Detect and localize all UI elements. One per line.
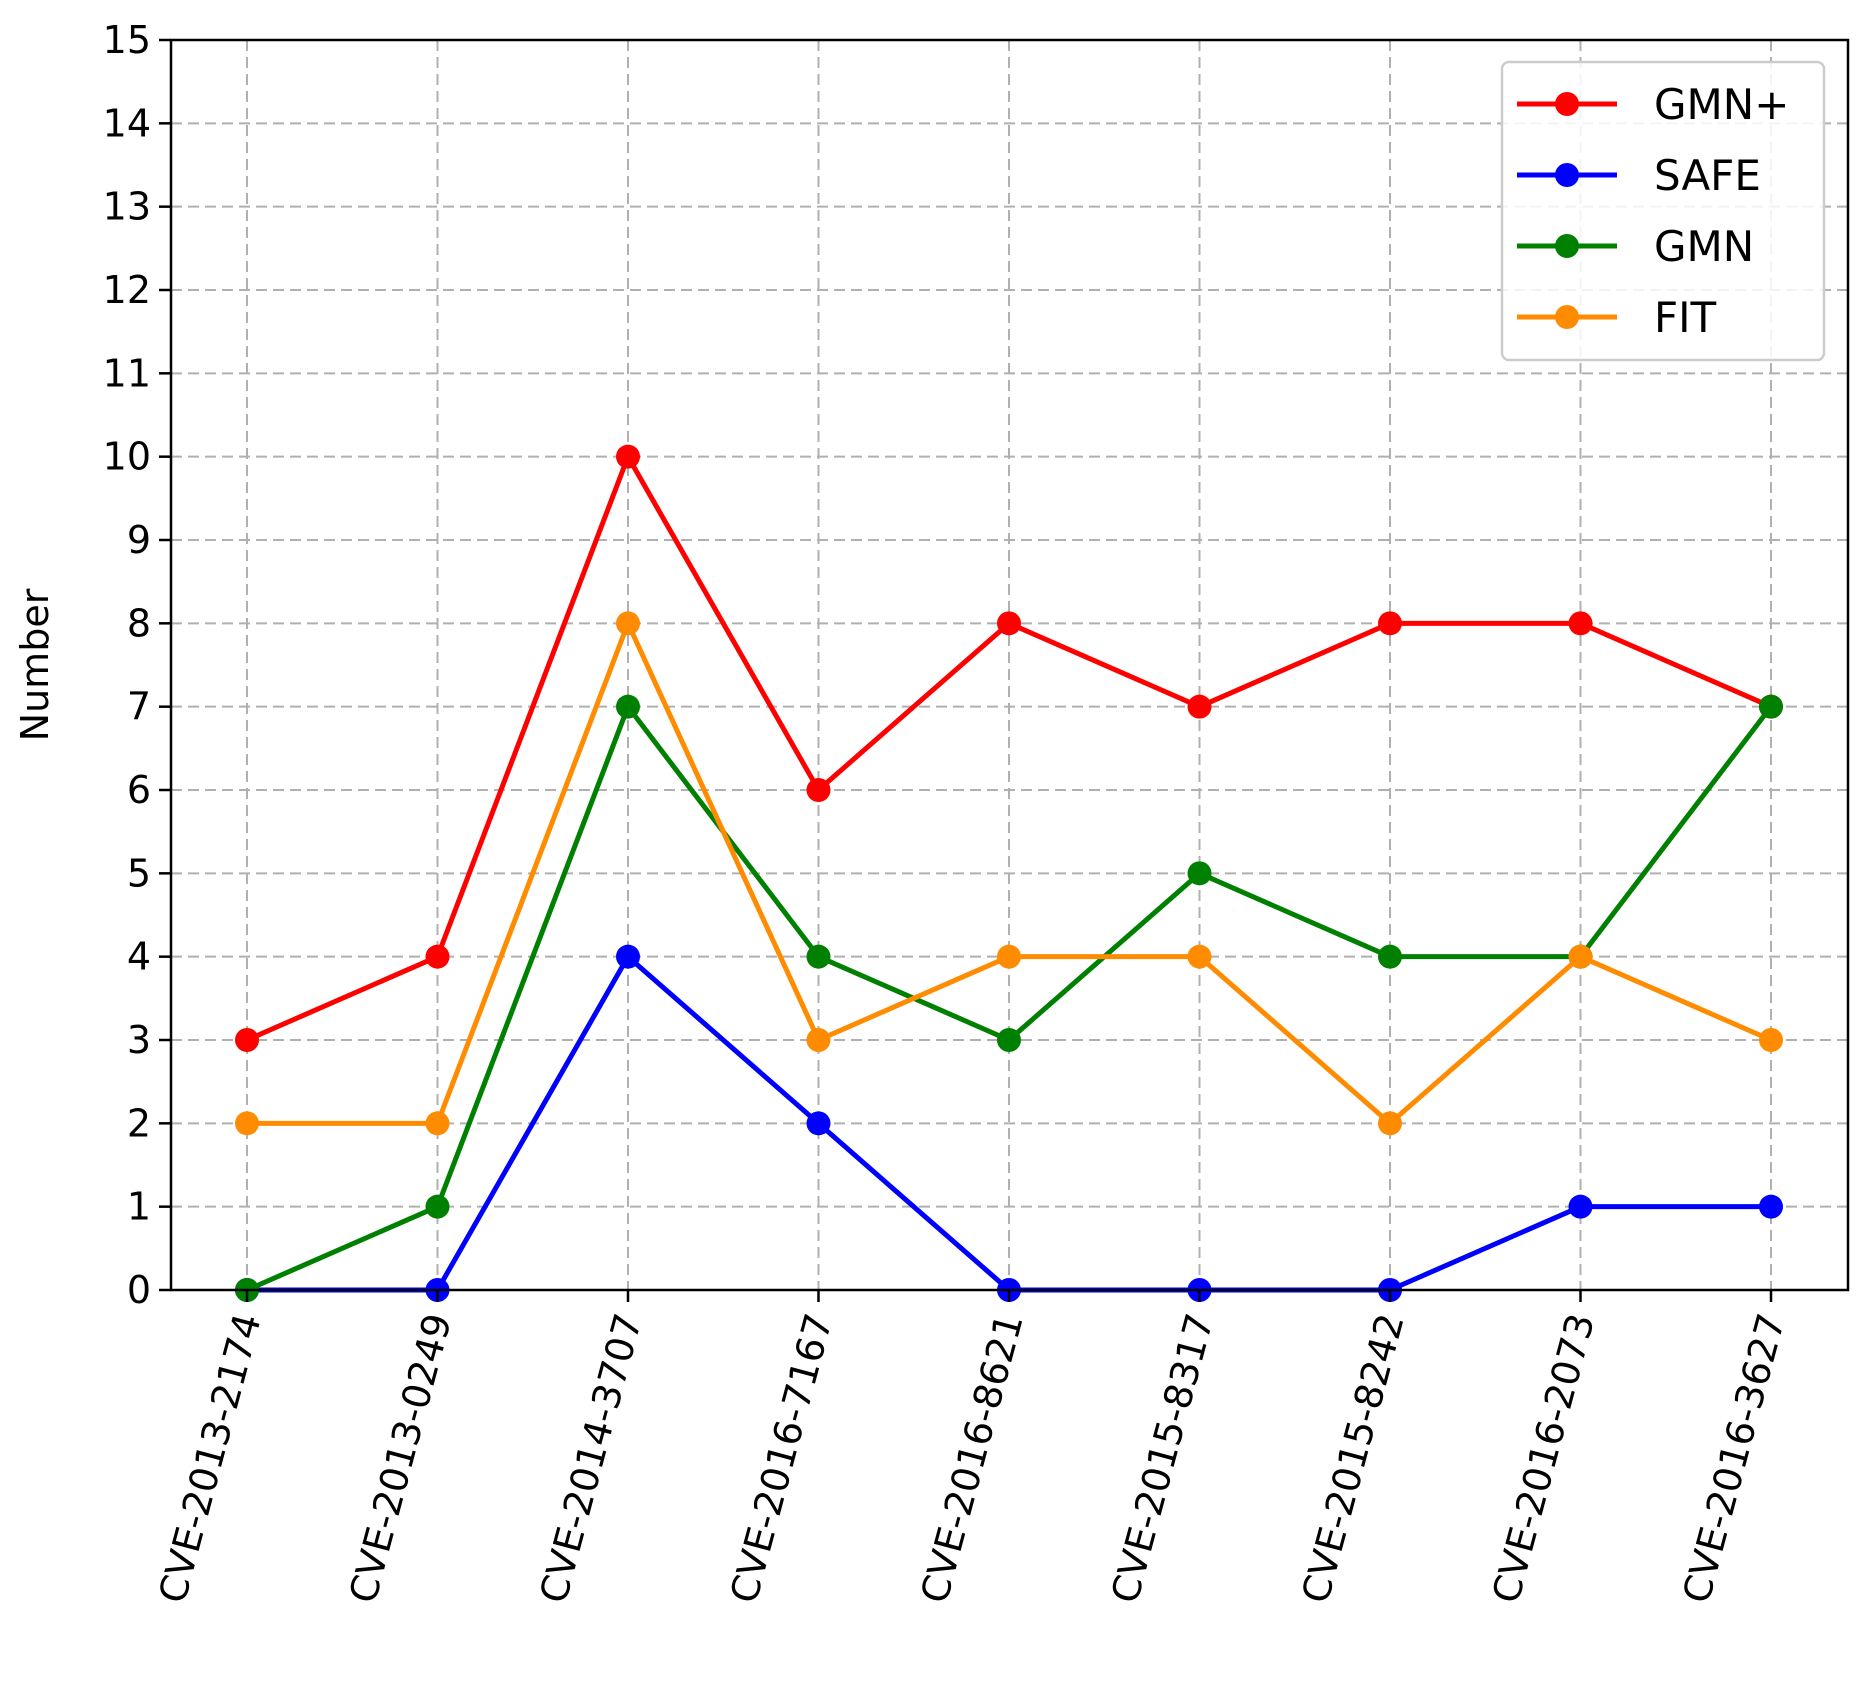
data-point-fit [1568,944,1593,969]
data-point-gmn-plus [1378,611,1402,636]
y-tick-label: 10 [103,435,151,479]
legend-label: GMN+ [1654,80,1789,129]
series-fit [235,611,1783,1136]
x-tick-label: CVE-2014-3707 [531,1309,650,1608]
legend-marker [1555,92,1579,116]
legend-item-safe: SAFE [1517,151,1761,200]
legend-marker [1555,305,1579,329]
y-tick-label: 2 [127,1101,151,1145]
x-tick-label: CVE-2016-8621 [912,1309,1031,1608]
y-tick-label: 12 [103,268,151,312]
legend-label: SAFE [1654,151,1761,200]
x-tick-label: CVE-2013-0249 [341,1309,460,1608]
legend-label: FIT [1654,293,1717,342]
data-point-gmn-plus [425,944,450,969]
data-point-fit [1759,1028,1783,1052]
data-point-safe [1568,1194,1593,1219]
data-point-safe [1759,1194,1783,1219]
y-tick-label: 8 [127,601,151,645]
data-point-gmn [997,1028,1021,1052]
series-layer [235,444,1783,1302]
y-axis-label: Number [13,588,57,741]
data-point-gmn-plus [1568,611,1593,636]
data-point-gmn [1759,694,1783,719]
data-point-gmn-plus [235,1028,259,1052]
y-tick-label: 6 [127,768,151,812]
legend-label: GMN [1654,222,1754,271]
y-tick-label: 5 [127,851,151,895]
y-tick-label: 4 [127,935,151,979]
data-point-fit [425,1111,450,1136]
x-tick-label: CVE-2016-3627 [1674,1309,1793,1608]
data-point-fit [997,944,1021,969]
data-point-gmn [425,1194,450,1219]
x-tick-label: CVE-2016-7167 [722,1309,841,1608]
data-point-gmn [806,944,831,969]
data-point-gmn-plus [997,611,1021,636]
y-tick-label: 7 [127,685,151,729]
data-point-gmn [1187,861,1212,886]
data-point-fit [616,611,640,636]
data-point-gmn [616,694,640,719]
y-tick-label: 1 [127,1185,151,1229]
data-point-gmn [1378,944,1402,969]
data-point-gmn-plus [616,444,640,469]
data-point-fit [1378,1111,1402,1136]
legend-item-gmn: GMN [1517,222,1754,271]
x-tick-label: CVE-2015-8242 [1293,1309,1412,1608]
x-tick-label: CVE-2016-2073 [1484,1309,1603,1608]
legend-marker [1555,234,1579,258]
y-tick-label: 14 [103,101,151,145]
data-point-safe [616,944,640,969]
y-tick-label: 11 [103,351,151,395]
y-tick-label: 0 [127,1268,151,1312]
data-point-fit [806,1028,831,1052]
y-tick-label: 3 [127,1018,151,1062]
y-tick-label: 13 [103,185,151,229]
legend: GMN+ SAFE GMN FIT [1500,60,1826,362]
data-point-gmn-plus [1187,694,1212,719]
data-point-gmn-plus [806,778,831,802]
y-tick-label: 15 [103,18,151,62]
x-tick-label: CVE-2015-8317 [1103,1309,1222,1608]
data-point-fit [235,1111,259,1136]
legend-marker [1555,163,1579,187]
data-point-fit [1187,944,1212,969]
x-axis-ticks: CVE-2013-2174 CVE-2013-0249 CVE-2014-3707 C… [150,1290,1794,1608]
legend-box [1500,60,1826,362]
legend-item-gmn-plus: GMN+ [1517,80,1789,129]
data-point-safe [806,1111,831,1136]
y-tick-label: 9 [127,518,151,562]
x-tick-label: CVE-2013-2174 [150,1309,269,1608]
legend-item-fit: FIT [1517,293,1717,342]
